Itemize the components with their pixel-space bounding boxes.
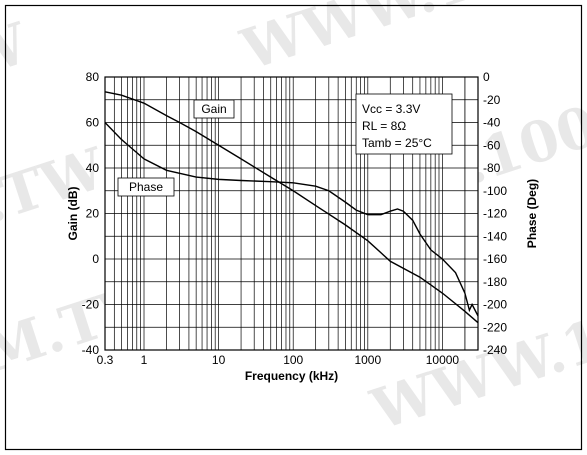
series-label-gain: Gain [193, 99, 235, 119]
y-right-tick-labels: 0 -20 -40 -60 -80 -100 -120 -140 -160 -180 -200 -22… [483, 70, 507, 357]
grid-lines [105, 77, 478, 350]
y-left-tick-label: 0 [92, 252, 99, 266]
x-tick-label: 1 [141, 353, 148, 367]
series-label-box [117, 177, 175, 197]
y-right-tick-label: -160 [483, 252, 507, 266]
y-right-tick-label: -180 [483, 275, 507, 289]
svg-text:WWW.100Y.COM: WWW.100Y.COM [233, 0, 587, 84]
conditions-box: Vcc = 3.3V RL = 8Ω Tamb = 25°C [355, 93, 453, 155]
y-right-tick-label: -220 [483, 320, 507, 334]
y-right-tick-label: -60 [483, 138, 501, 152]
conditions-line: Tamb = 25°C [362, 136, 432, 150]
y-left-tick-labels: 80 60 40 20 0 -20 -40 [82, 70, 100, 357]
y-left-tick-label: 20 [86, 207, 100, 221]
y-right-tick-label: -80 [483, 161, 501, 175]
y-right-axis-title: Phase (Deg) [525, 179, 539, 248]
y-right-tick-label: -140 [483, 229, 507, 243]
x-tick-label: 0.3 [97, 353, 114, 367]
y-right-tick-label: -200 [483, 298, 507, 312]
x-tick-label: 10000 [426, 353, 460, 367]
x-tick-label: 100 [283, 353, 303, 367]
y-right-tick-label: 0 [483, 70, 490, 84]
x-axis-title: Frequency (kHz) [245, 369, 338, 383]
x-tick-labels: 0.3 1 10 100 1000 10000 [97, 353, 460, 367]
y-left-tick-label: -20 [82, 298, 100, 312]
series-label-text: Phase [129, 180, 163, 194]
series-label-box [193, 99, 235, 119]
conditions-line: RL = 8Ω [362, 119, 406, 133]
y-left-tick-label: 40 [86, 161, 100, 175]
x-tick-label: 1000 [354, 353, 381, 367]
conditions-line: Vcc = 3.3V [362, 102, 420, 116]
series-line-phase [104, 122, 479, 317]
y-left-tick-label: 60 [86, 116, 100, 130]
series-label-phase: Phase [117, 177, 175, 197]
y-right-tick-label: -120 [483, 207, 507, 221]
plot-area: 0.3 1 10 100 1000 10000 80 60 40 20 0 -20 -40 0 -20 -40… [66, 70, 539, 383]
series-line-gain [104, 91, 479, 324]
series-label-text: Gain [201, 102, 226, 116]
x-tick-label: 10 [212, 353, 226, 367]
y-left-tick-label: -40 [82, 343, 100, 357]
svg-text:.TW: .TW [0, 135, 114, 236]
conditions-box-border [355, 93, 453, 155]
y-left-axis-title: Gain (dB) [66, 187, 80, 241]
y-right-tick-label: -240 [483, 343, 507, 357]
figure-border [4, 4, 583, 451]
y-right-tick-label: -100 [483, 184, 507, 198]
y-right-tick-label: -20 [483, 93, 501, 107]
y-right-tick-label: -40 [483, 116, 501, 130]
y-left-tick-label: 80 [86, 70, 100, 84]
